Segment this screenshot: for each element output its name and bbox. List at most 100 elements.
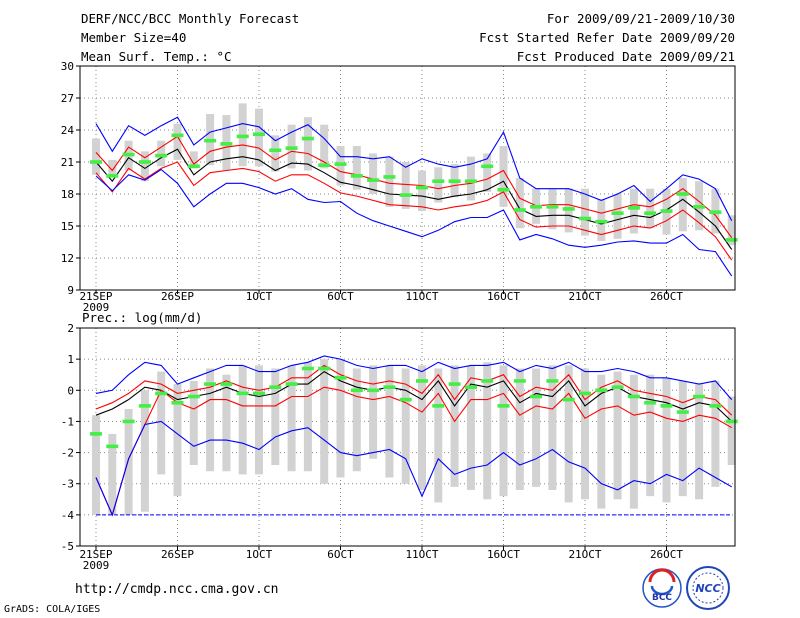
temp-obs-marker [676,192,689,196]
temp-plot-frame [79,65,736,291]
prec-obs-marker [220,382,233,386]
temp-obs-marker [611,211,624,215]
prec-obs-marker [513,379,526,383]
temp-obs-marker [627,206,640,210]
temp-xtick-year: 2009 [83,301,110,314]
temp-ytick-label: 27 [61,92,74,105]
prec-obs-marker [546,379,559,383]
temp-obs-marker [432,179,445,183]
source-url[interactable]: http://cmdp.ncc.cma.gov.cn [75,582,279,597]
temp-obs-marker [285,146,298,150]
temp-obs-marker [579,216,591,221]
prec-obs-marker [138,404,151,408]
prec-spread-box [646,374,655,497]
variable-label: Mean Surf. Temp.: °C [81,49,232,64]
prec-series-inner-high [95,364,733,416]
prec-obs-marker [318,366,331,371]
temp-spread-box [499,146,508,207]
prec-obs-marker [285,382,298,386]
prec-series-mean [95,370,733,422]
temp-obs-marker [236,134,249,139]
prec-spread-box [238,365,247,475]
temp-xtick-label: 21OCT [568,290,601,303]
prec-series-inner-low [95,386,732,517]
prec-obs-marker [595,388,608,393]
prec-spread-box [336,359,345,478]
forecast-period: For 2009/09/21-2009/10/30 [546,11,735,26]
prec-obs-marker [350,388,363,393]
temp-spread-box [466,156,475,201]
prec-spread-box [450,365,459,487]
prec-obs-marker [269,385,282,389]
prec-ytick-label: -3 [61,478,74,491]
prec-xtick-year: 2009 [83,559,110,572]
grads-credit: GrADS: COLA/IGES [4,604,101,615]
prec-obs-marker [334,376,347,380]
member-size: Member Size=40 [81,30,187,45]
prec-obs-marker [122,419,135,424]
prec-spread-box [727,396,736,466]
prec-chart-title: Prec.: log(mm/d) [82,310,202,325]
temp-spread-box [303,117,312,171]
temp-obs-marker [138,160,151,164]
prec-obs-marker [579,391,591,396]
prec-spread-box [466,365,475,490]
prec-series-outer-high [95,355,733,400]
temp-series-mean [95,148,733,250]
prec-obs-marker [253,391,265,396]
temp-series-outer-high [95,116,733,221]
prec-obs-marker [416,379,428,383]
temp-series-inner-high [95,135,733,239]
temp-spread-box [92,138,100,175]
temp-spread-box [613,194,622,239]
prec-obs-marker [562,397,575,402]
temp-obs-marker [513,208,526,212]
temp-obs-marker [709,210,722,214]
temp-xtick-label: 26SEP [161,290,194,303]
prec-spread-box [401,368,410,484]
temp-ytick-label: 18 [61,188,74,201]
temp-obs-marker [90,160,102,164]
prec-obs-marker [236,391,249,396]
temp-xtick-label: 6OCT [327,290,354,303]
prec-ytick-label: -5 [61,540,74,553]
prec-spread-box [222,374,231,472]
prec-spread-box [271,368,280,466]
figure-title: DERF/NCC/BCC Monthly Forecast [81,11,300,26]
prec-spread-box [613,371,622,500]
produced-date: Fcst Produced Date 2009/09/21 [516,49,735,64]
prec-spread-box [629,374,638,509]
prec-obs-marker [155,391,168,396]
prec-xtick-label: 26OCT [650,548,683,561]
prec-spread-box [532,368,541,487]
temp-obs-marker [530,205,543,209]
temp-series-outer-low [95,168,733,277]
prec-ytick-label: 1 [67,353,74,366]
temp-spread-box [434,167,443,203]
prec-obs-marker [627,394,640,399]
temp-ytick-label: 9 [67,284,74,297]
temp-spread-box [727,215,736,246]
prec-xtick-label: 1OCT [246,548,273,561]
temp-obs-marker [448,179,461,183]
prec-ytick-label: -1 [61,415,74,428]
prec-xtick-label: 16OCT [487,548,520,561]
prec-spread-box [157,371,166,475]
prec-spread-box [662,377,671,503]
temp-obs-marker [383,175,396,179]
temp-obs-marker [367,178,380,182]
temp-xtick-label: 1OCT [246,290,273,303]
temp-obs-marker [595,219,608,224]
prec-ytick-label: -2 [61,447,74,460]
prec-spread-box [548,365,557,490]
temp-ytick-label: 24 [61,124,75,137]
prec-spread-box [320,359,329,484]
prec-spread-box [352,368,361,472]
temp-obs-marker [318,163,331,167]
temp-spread-box [189,151,198,169]
prec-spread-box [108,433,117,515]
prec-spread-box [206,368,215,472]
prec-obs-marker [611,385,624,389]
